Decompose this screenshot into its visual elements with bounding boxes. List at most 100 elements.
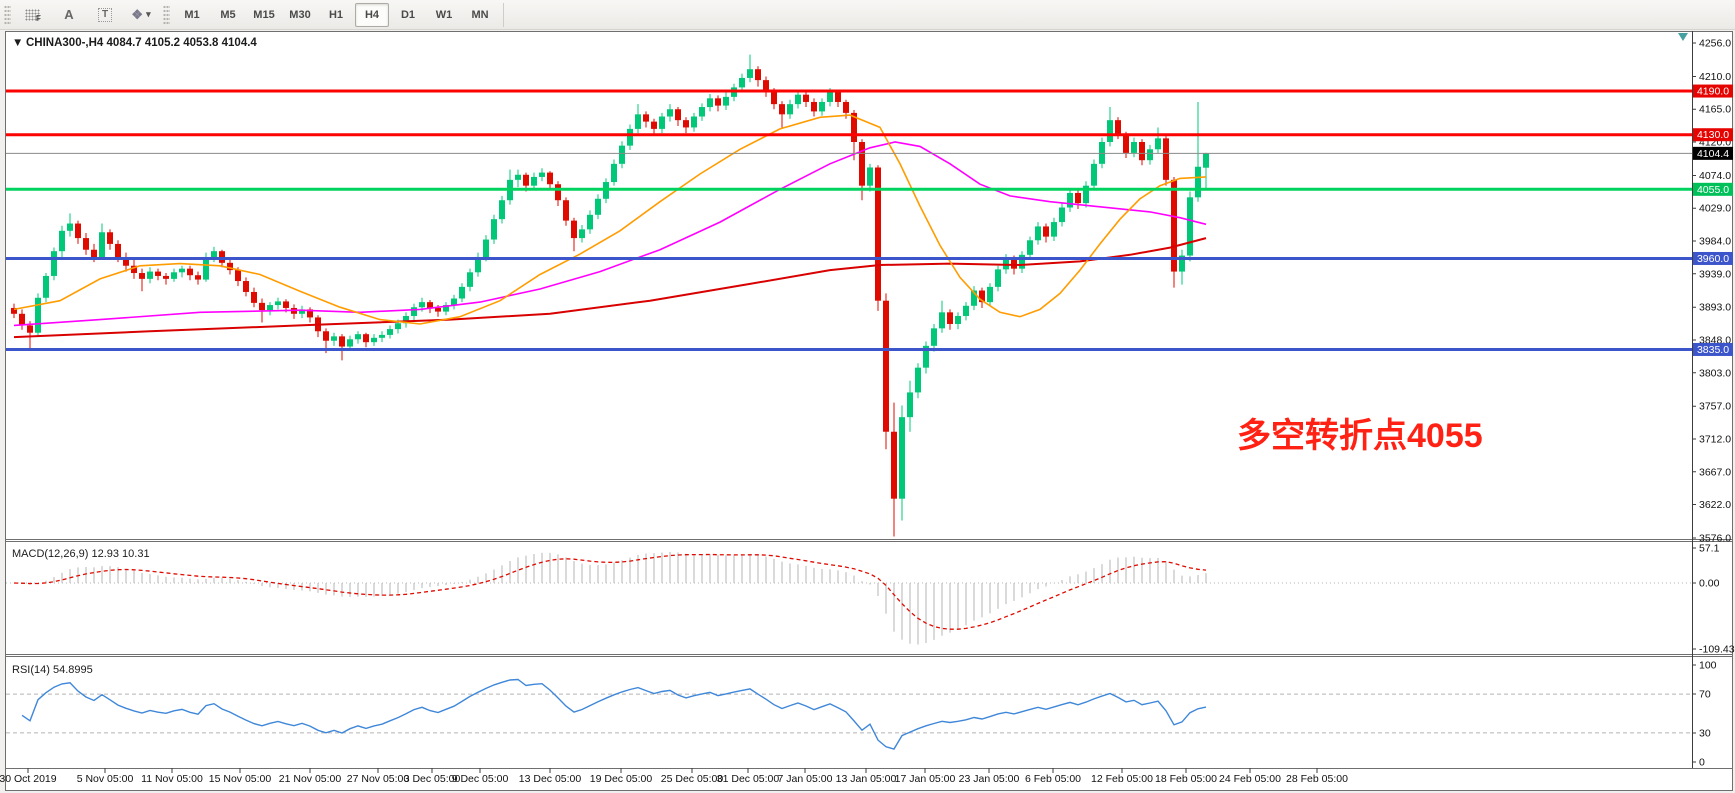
date-label: 21 Nov 05:00 (279, 773, 342, 785)
date-axis[interactable]: 30 Oct 2019 5 Nov 05:00 11 Nov 05:00 15 Nov… (0, 768, 1348, 785)
price-badge-label: 4055.0 (1697, 184, 1729, 196)
candle-body (59, 230, 65, 252)
candle-body (339, 336, 345, 347)
candle-body (707, 98, 713, 108)
price-axis-tick-label: 4210.0 (1699, 71, 1731, 83)
candle-body (1075, 192, 1081, 204)
candle-body (379, 334, 385, 338)
price-badge-label: 3835.0 (1697, 344, 1729, 356)
text-label-tool-button[interactable]: A (52, 3, 86, 27)
candle-body (1179, 255, 1185, 272)
candle-body (267, 305, 273, 311)
date-label: 13 Dec 05:00 (519, 773, 582, 785)
date-label: 3 Dec 05:00 (404, 773, 461, 785)
candle-body (963, 305, 969, 316)
chart-shift-marker-icon[interactable] (1678, 33, 1688, 41)
candle-body (939, 312, 945, 329)
fibonacci-grid-icon-letter: F (36, 14, 41, 23)
price-axis-tick-label: 3939.0 (1699, 268, 1731, 280)
candle-body (187, 268, 193, 276)
symbol-dropdown-arrow[interactable]: ▼ (12, 37, 23, 49)
candle-body (371, 337, 377, 343)
candle-body (851, 112, 857, 142)
ma-fast-orange-line (13, 114, 1207, 325)
date-label: 24 Feb 05:00 (1219, 773, 1281, 785)
candle-body (147, 271, 153, 279)
macd-signal-line (13, 553, 1207, 630)
candle-body (803, 94, 809, 102)
candle-body (571, 220, 577, 239)
timeframe-button-m30[interactable]: M30 (289, 8, 311, 21)
candle-body (139, 273, 145, 279)
price-badge-4190.0 (1693, 84, 1733, 98)
candle-body (699, 107, 705, 117)
price-badge-3835.0 (1693, 342, 1733, 356)
candle-body (787, 104, 793, 115)
candle-body (123, 257, 129, 266)
timeframe-button-m5[interactable]: M5 (220, 8, 236, 21)
candle-body (995, 269, 1001, 287)
ma-mid-magenta-line (13, 141, 1207, 327)
date-label: 30 Oct 2019 (0, 773, 57, 785)
shapes-tool-button[interactable]: ❖ ▾ (124, 3, 158, 27)
macd-panel (6, 551, 1692, 645)
candle-body (755, 69, 761, 81)
price-axis[interactable]: 4256.04210.04165.04120.04074.04029.03984… (1692, 31, 1735, 769)
candle-body (91, 249, 97, 258)
candle-body (1131, 142, 1137, 153)
candle-body (75, 223, 81, 239)
candle-body (915, 367, 921, 393)
candle-body (595, 198, 601, 215)
toolbar-grip-2[interactable] (163, 4, 170, 25)
candle-body (619, 145, 625, 164)
candle-body (907, 392, 913, 418)
candlesticks-group (11, 54, 1209, 537)
fibonacci-tool-button[interactable]: F (16, 3, 50, 27)
timeframe-button-h1[interactable]: H1 (328, 8, 344, 21)
candle-body (523, 174, 529, 186)
timeframe-button-w1[interactable]: W1 (435, 8, 453, 21)
timeframe-button-m15[interactable]: M15 (253, 8, 275, 21)
timeframe-button-d1[interactable]: D1 (400, 8, 416, 21)
date-label: 18 Feb 05:00 (1155, 773, 1217, 785)
text-box-tool-button[interactable]: T (88, 3, 122, 27)
price-badge-label: 4190.0 (1697, 86, 1729, 98)
date-label: 7 Jan 05:00 (778, 773, 833, 785)
candle-body (419, 302, 425, 308)
candle-body (323, 331, 329, 341)
toolbar-separator (503, 2, 504, 27)
date-label: 9 Dec 05:00 (452, 773, 509, 785)
candle-body (259, 302, 265, 311)
price-axis-tick-label: 3622.0 (1699, 499, 1731, 511)
date-label: 27 Nov 05:00 (347, 773, 410, 785)
price-axis-tick-label: 3757.0 (1699, 401, 1731, 413)
dropdown-caret-icon: ▾ (146, 9, 151, 19)
price-badge-label: 3960.0 (1697, 253, 1729, 265)
candle-body (883, 300, 889, 432)
price-axis-tick-label: 3893.0 (1699, 302, 1731, 314)
candle-body (35, 297, 41, 333)
candle-body (467, 272, 473, 287)
price-badge-label: 4104.4 (1697, 148, 1729, 160)
candle-body (1171, 179, 1177, 272)
candle-body (675, 109, 681, 121)
candle-body (499, 200, 505, 220)
toolbar-grip[interactable] (4, 4, 11, 25)
date-label: 25 Dec 05:00 (661, 773, 724, 785)
panel-splitters[interactable] (6, 539, 1732, 769)
candle-body (427, 302, 433, 308)
candle-body (1163, 138, 1169, 180)
timeframe-button-mn[interactable]: MN (471, 8, 489, 21)
date-label: 6 Feb 05:00 (1025, 773, 1081, 785)
macd-axis-label: 0.00 (1699, 578, 1720, 590)
candle-body (819, 101, 825, 112)
timeframe-button-h4[interactable]: H4 (355, 2, 389, 27)
text-box-icon: T (97, 7, 113, 22)
candle-body (827, 92, 833, 102)
timeframe-button-m1[interactable]: M1 (184, 8, 200, 21)
candle-body (515, 174, 521, 180)
candle-body (547, 172, 553, 185)
date-label: 28 Feb 05:00 (1286, 773, 1348, 785)
price-axis-tick-label: 3667.0 (1699, 466, 1731, 478)
